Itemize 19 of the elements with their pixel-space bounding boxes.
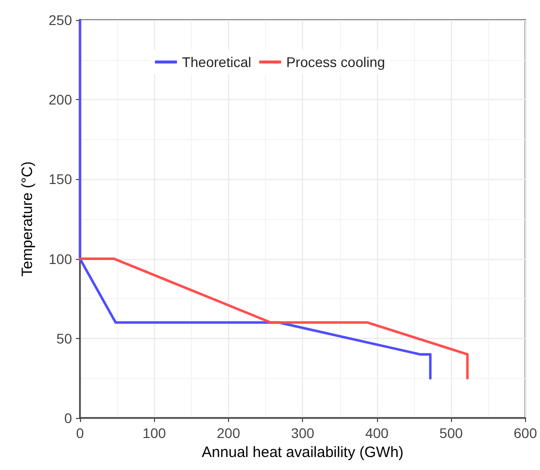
x-tick-label: 500 <box>439 425 463 441</box>
y-tick-label: 50 <box>56 330 72 346</box>
x-axis-title: Annual heat availability (GWh) <box>202 444 404 461</box>
legend-label: Theoretical <box>182 54 252 70</box>
y-tick-label: 150 <box>48 171 72 188</box>
y-tick-label: 200 <box>48 92 72 108</box>
line-series <box>78 18 432 380</box>
y-tick-label: 250 <box>48 12 72 28</box>
y-axis-title: Temperature (°C) <box>19 161 36 277</box>
y-tick-label: 0 <box>64 410 72 426</box>
x-tick-label: 400 <box>365 425 389 441</box>
x-tick-label: 600 <box>514 425 538 441</box>
x-tick-label: 0 <box>76 425 84 441</box>
x-tick-label: 100 <box>142 425 166 441</box>
x-tick-label: 200 <box>216 425 240 441</box>
y-tick-label: 100 <box>48 250 72 267</box>
x-tick-label: 300 <box>290 425 315 441</box>
legend-label: Process cooling <box>286 54 386 70</box>
line-series <box>78 258 469 380</box>
